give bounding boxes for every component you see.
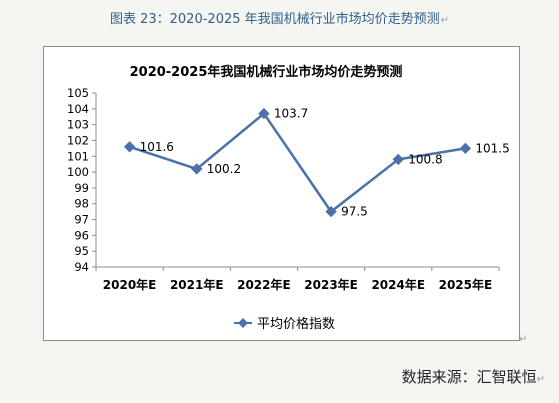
data-label: 101.5 (475, 141, 509, 155)
data-label: 101.6 (140, 140, 174, 154)
x-tick-label: 2023年E (304, 277, 358, 292)
x-tick-label: 2022年E (237, 277, 291, 292)
figure-caption: 图表 23：2020-2025 年我国机械行业市场均价走势预测↵ (0, 8, 559, 27)
data-point (191, 163, 203, 175)
series-layer: 101.6 100.2 103.7 97.5 100.8 101.5 (123, 107, 510, 219)
y-tick-label: 100 (67, 165, 89, 179)
x-tick-label: 2021年E (170, 277, 224, 292)
data-label: 97.5 (341, 205, 368, 219)
y-tick-label: 103 (67, 118, 89, 132)
source-text: 数据来源：汇智联恒 (401, 368, 537, 386)
y-tick-label: 105 (67, 86, 89, 100)
y-tick-label: 101 (67, 149, 89, 163)
data-point (392, 153, 404, 166)
data-point (258, 107, 270, 120)
y-tick-label: 97 (74, 213, 89, 227)
return-mark: ↵ (440, 15, 450, 26)
return-mark-chart: ↵ (519, 334, 528, 345)
y-tick-label: 94 (74, 260, 89, 274)
chart-title: 2020-2025年我国机械行业市场均价走势预测 (130, 64, 403, 80)
y-tick-label: 102 (67, 133, 89, 147)
legend-label: 平均价格指数 (257, 316, 335, 332)
data-label: 103.7 (274, 107, 308, 121)
data-point (325, 205, 337, 218)
data-label: 100.8 (408, 152, 442, 166)
data-point (459, 142, 472, 155)
x-tick-label: 2025年E (439, 277, 493, 292)
y-tick-label: 104 (67, 102, 89, 116)
legend: 平均价格指数 (234, 316, 335, 332)
series-line (129, 111, 466, 214)
y-tick-label: 95 (74, 244, 89, 258)
chart-container: 2020-2025年我国机械行业市场均价走势预测 94 95 96 97 98 99 100… (43, 46, 520, 341)
y-tick-label: 99 (74, 181, 89, 195)
data-point (123, 141, 136, 153)
data-source: 数据来源：汇智联恒↵ (402, 366, 545, 387)
legend-marker (238, 318, 248, 328)
y-tick-label: 98 (74, 197, 89, 211)
y-tick-label: 96 (74, 228, 89, 242)
return-mark-source: ↵ (536, 374, 545, 385)
x-tick-label: 2024年E (371, 277, 425, 292)
x-tick-label: 2020年E (103, 277, 157, 292)
caption-text: 图表 23：2020-2025 年我国机械行业市场均价走势预测 (109, 12, 440, 27)
data-label: 100.2 (207, 162, 241, 176)
